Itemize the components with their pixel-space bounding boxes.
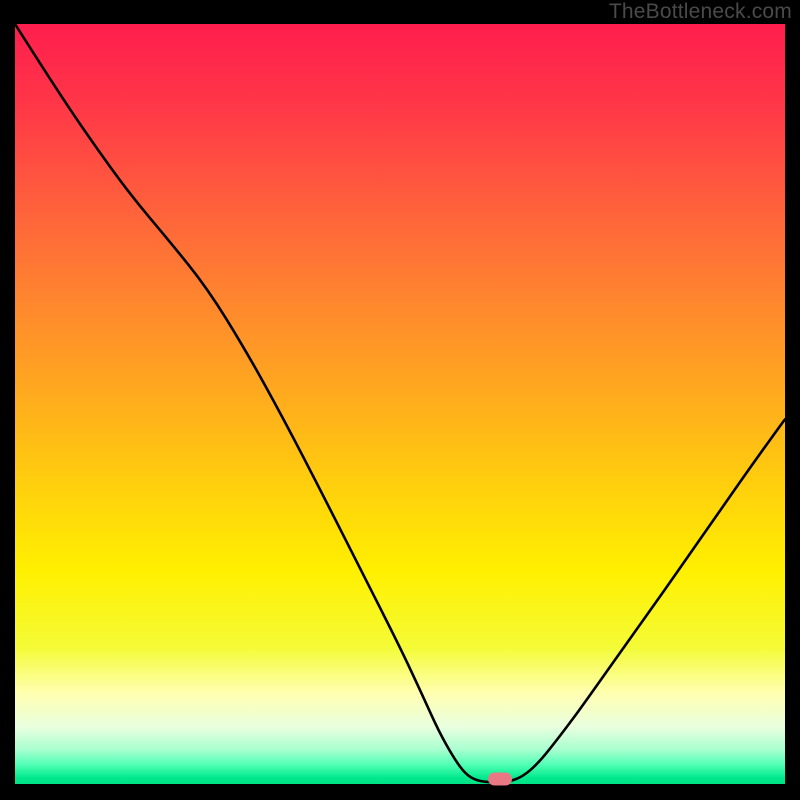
optimal-marker (488, 773, 512, 786)
plot-area (15, 24, 785, 784)
chart-frame: TheBottleneck.com (0, 0, 800, 800)
bottleneck-curve-svg (15, 24, 785, 784)
watermark-text: TheBottleneck.com (609, 0, 792, 24)
bottleneck-curve (15, 24, 785, 782)
